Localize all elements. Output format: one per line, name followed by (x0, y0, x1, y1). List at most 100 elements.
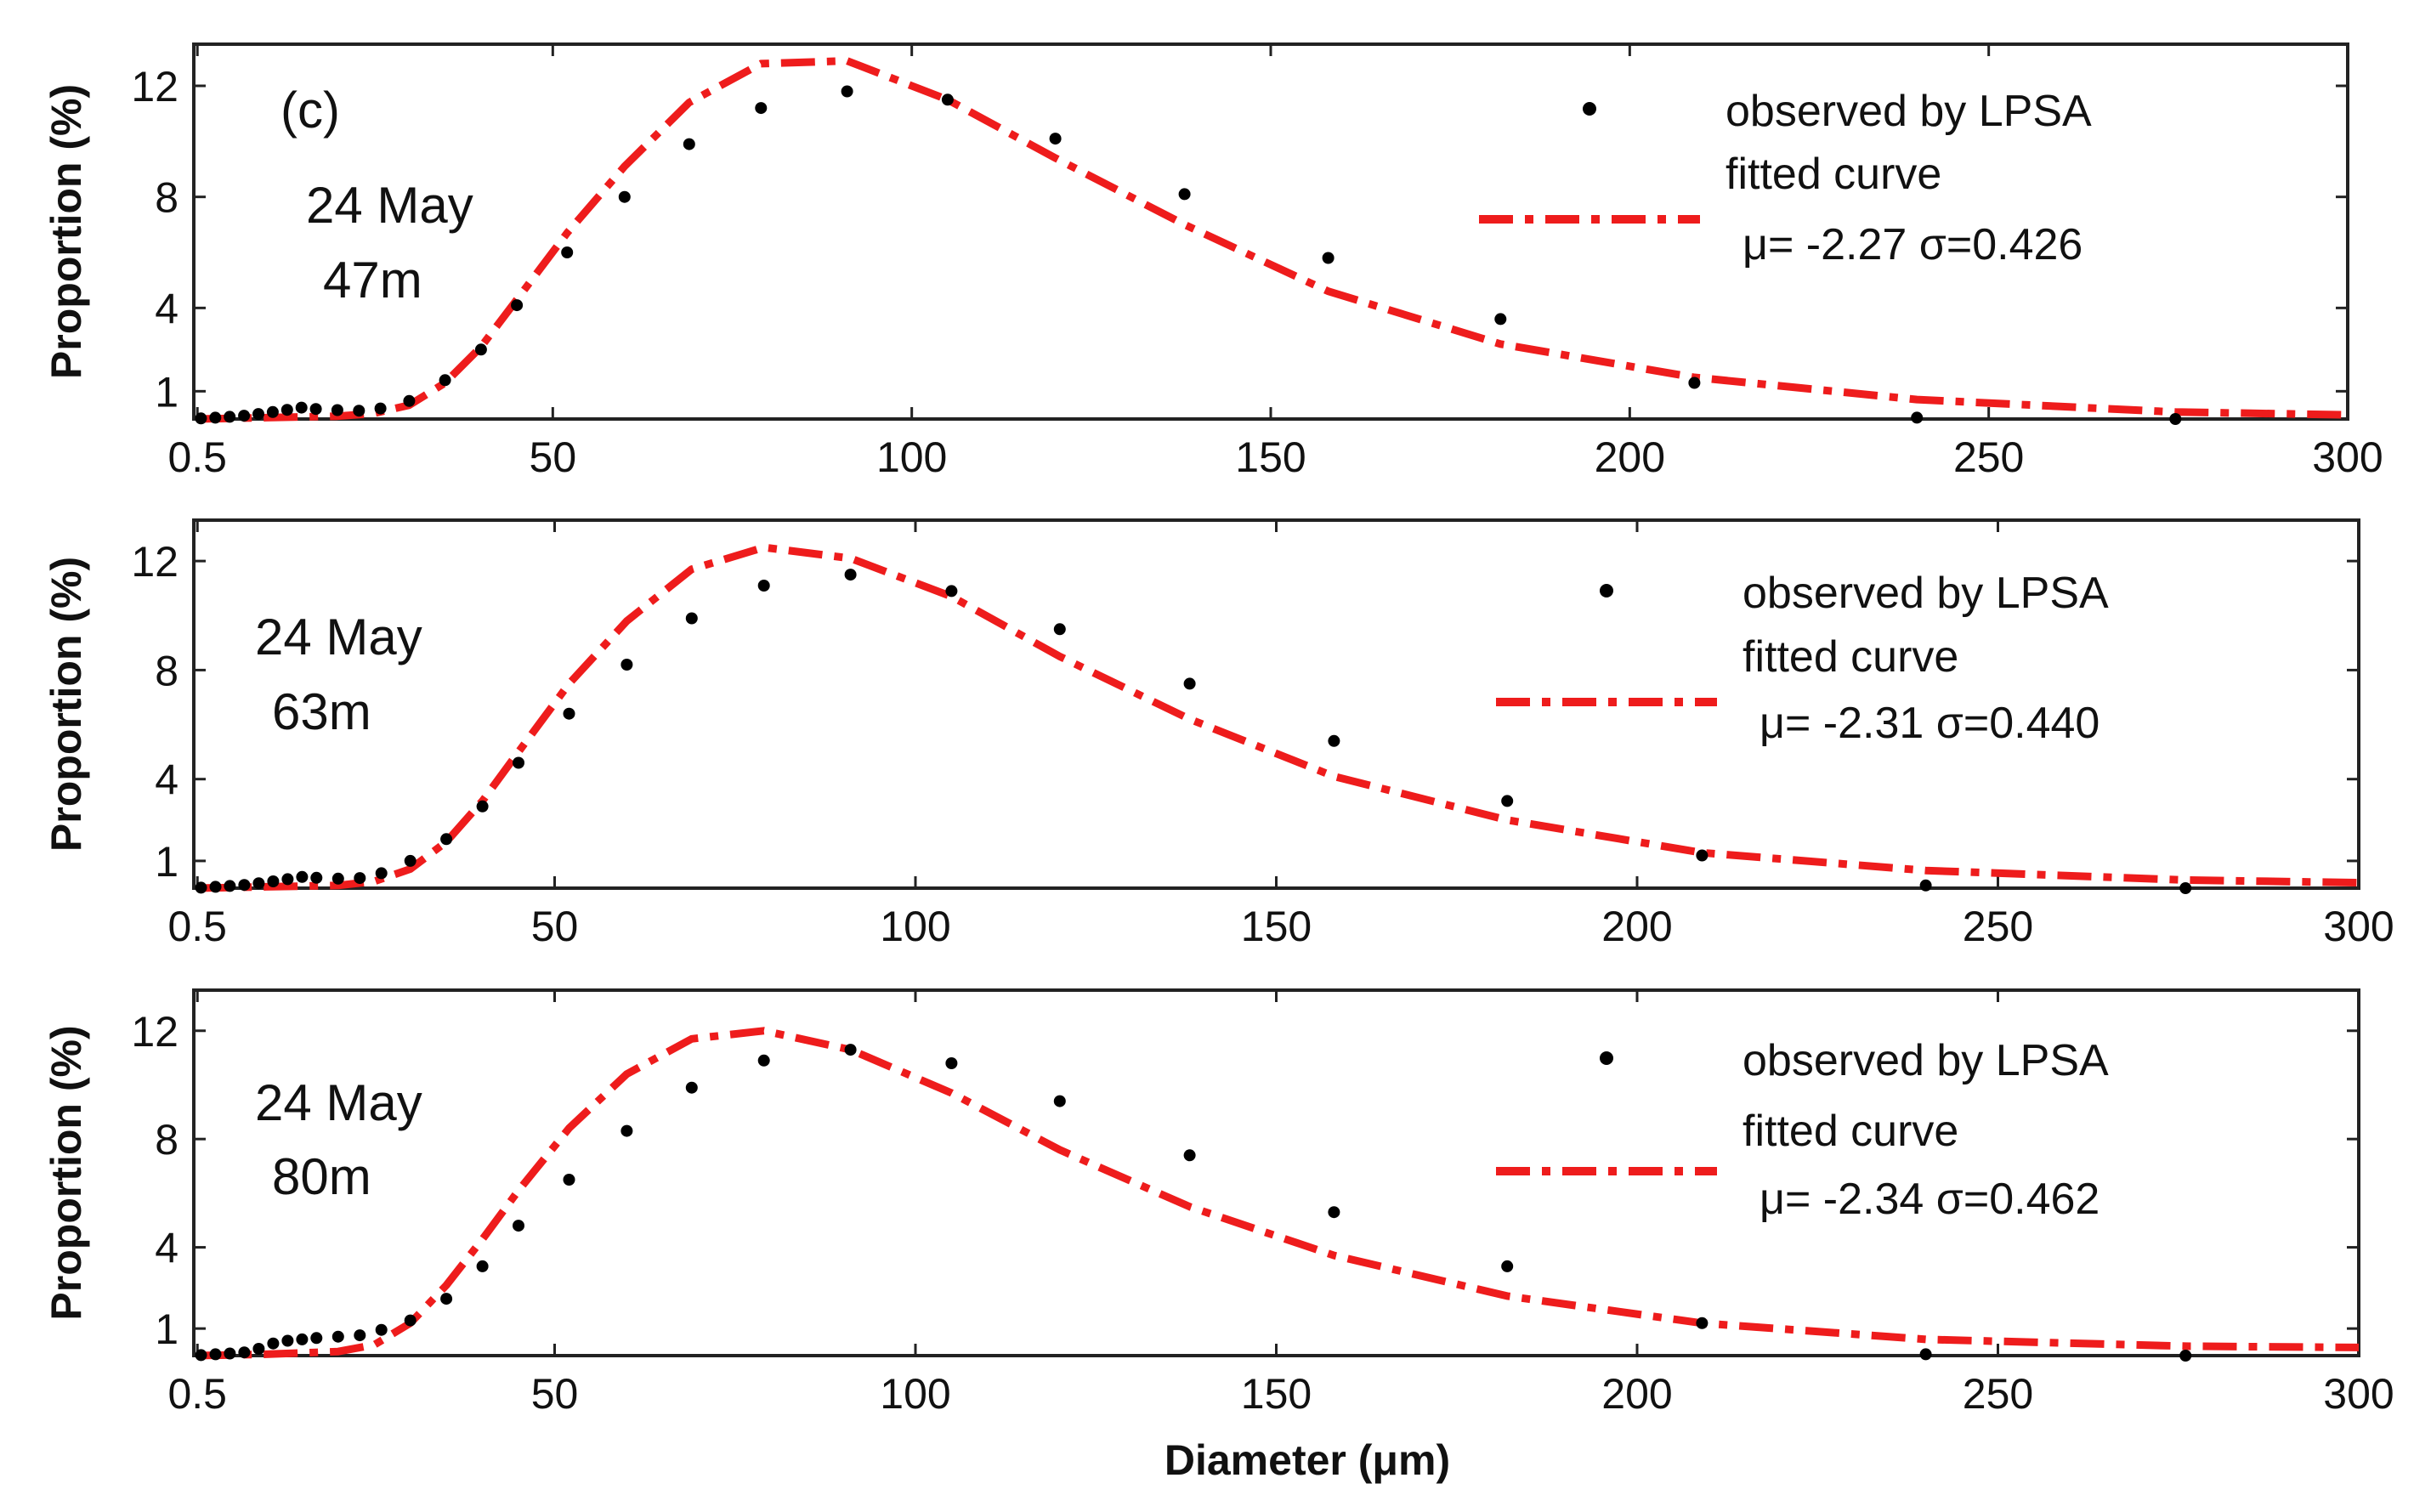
observed-point (310, 871, 323, 884)
y-tick-label: 4 (155, 756, 178, 804)
observed-point (620, 1124, 633, 1137)
x-tick-label: 250 (1963, 1370, 2033, 1418)
observed-point (296, 1333, 309, 1345)
observed-point (683, 138, 695, 150)
observed-point (252, 1343, 265, 1355)
x-tick-label: 50 (530, 433, 577, 481)
x-tick-label: 300 (2312, 433, 2383, 481)
observed-point (440, 833, 453, 846)
panel-top: 0.5 50 100 150 200 250 300 1 4 8 12 Proportion (%) 2… (42, 42, 2383, 481)
y-tick-label: 8 (155, 1116, 178, 1164)
observed-point (332, 872, 344, 885)
observed-point (2169, 413, 2182, 425)
observed-point (252, 408, 264, 421)
x-axis-label: Diameter (μm) (1164, 1436, 1450, 1484)
observed-point (2179, 882, 2192, 894)
observed-point (1696, 849, 1708, 862)
x-tick-label: 0.5 (167, 1370, 227, 1418)
observed-point (561, 246, 574, 258)
legend-observed-label: observed by LPSA (1742, 1036, 2109, 1085)
y-tick-label: 1 (155, 838, 178, 886)
observed-point (476, 1260, 489, 1272)
y-tick-label: 12 (131, 1008, 178, 1056)
observed-point (1328, 734, 1340, 747)
observed-point (331, 404, 343, 416)
date-label: 24 May (306, 177, 473, 234)
date-label: 24 May (255, 1074, 422, 1131)
legend-observed-marker (1583, 102, 1596, 116)
panel-bottom: 0.5 50 100 150 200 250 300 1 4 8 12 Proportion (%) 2… (42, 988, 2394, 1418)
observed-point (945, 1057, 958, 1069)
observed-point (1183, 1149, 1196, 1162)
observed-point (1494, 313, 1507, 326)
observed-point (354, 872, 366, 885)
legend-fitted-label: fitted curve (1742, 632, 1958, 682)
observed-point (332, 1330, 344, 1343)
observed-point (841, 85, 853, 98)
x-tick-label: 150 (1241, 903, 1312, 950)
observed-point (1178, 188, 1191, 201)
observed-point (844, 1044, 857, 1056)
observed-point (267, 1337, 280, 1350)
x-tick-label: 150 (1235, 433, 1306, 481)
x-tick-label: 200 (1601, 903, 1672, 950)
observed-point (476, 800, 489, 813)
legend-observed-marker (1600, 584, 1613, 597)
observed-point (1501, 795, 1514, 807)
observed-point (267, 875, 280, 887)
x-tick-label: 300 (2323, 1370, 2394, 1418)
observed-point (353, 405, 366, 417)
observed-point (1919, 879, 1932, 892)
fitted-curve-line (197, 57, 2349, 423)
legend-observed-label: observed by LPSA (1742, 569, 2109, 618)
legend-fit-params: μ= -2.31 σ=0.440 (1760, 699, 2100, 748)
x-tick-label: 300 (2323, 903, 2394, 950)
y-axis-label: Proportion (%) (42, 1025, 90, 1320)
observed-point (1053, 1095, 1066, 1107)
observed-point (252, 877, 265, 890)
legend-fit-params: μ= -2.34 σ=0.462 (1760, 1175, 2100, 1224)
observed-point (2179, 1350, 2192, 1362)
observed-point (403, 394, 416, 407)
observed-point (685, 1081, 698, 1094)
observed-point (195, 881, 207, 894)
depth-label: 47m (323, 252, 422, 309)
observed-point (209, 881, 222, 893)
observed-point (296, 870, 309, 883)
observed-point (474, 343, 487, 356)
x-tick-label: 250 (1953, 433, 2024, 481)
y-tick-label: 12 (131, 63, 178, 110)
observed-point (513, 1220, 524, 1232)
observed-point (281, 873, 294, 886)
observed-point (563, 1174, 575, 1186)
legend-observed-marker (1600, 1051, 1613, 1065)
observed-point (1328, 1206, 1340, 1219)
x-tick-label: 50 (531, 903, 579, 950)
y-axis-label: Proportion (%) (42, 84, 90, 379)
observed-point (195, 412, 207, 425)
observed-point (945, 585, 958, 597)
y-tick-label: 8 (155, 174, 178, 222)
observed-point (280, 404, 293, 416)
observed-point (195, 1349, 207, 1362)
observed-point (844, 569, 857, 581)
observed-point (238, 879, 251, 892)
fitted-curve-line (197, 543, 2360, 892)
x-tick-label: 0.5 (167, 903, 227, 950)
observed-point (511, 299, 524, 312)
y-tick-label: 8 (155, 647, 178, 694)
observed-point (1322, 252, 1334, 264)
observed-point (755, 102, 768, 115)
observed-point (238, 1346, 251, 1359)
observed-point (374, 402, 387, 415)
observed-point (404, 854, 416, 867)
observed-point (1053, 623, 1066, 636)
observed-point (224, 880, 236, 892)
observed-point (941, 93, 954, 106)
panel-middle: 0.5 50 100 150 200 250 300 1 4 8 12 Proportion (%) 2… (42, 518, 2394, 950)
observed-point (1183, 677, 1196, 690)
observed-point (354, 1329, 366, 1342)
observed-point (620, 659, 633, 671)
observed-point (224, 1347, 236, 1360)
